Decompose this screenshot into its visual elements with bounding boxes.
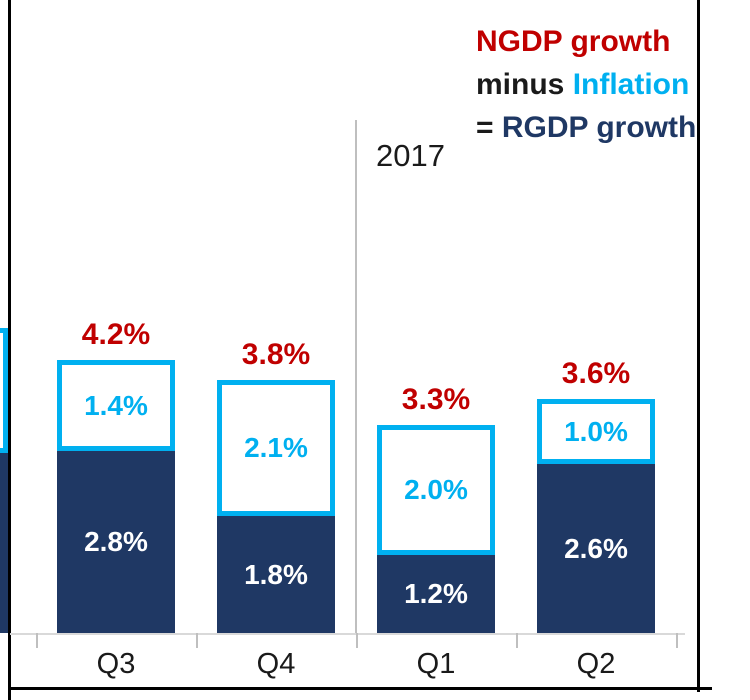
legend-equals-label: = [476,111,502,144]
inflation-value-label: 1.0% [564,415,628,447]
rgdp-value-label: 1.8% [244,558,308,590]
bar-q2: 3.6% 1.0% 2.6% [537,357,655,633]
rgdp-segment: 1.8% [217,516,335,633]
legend-ngdp-label: NGDP growth [476,25,671,58]
inflation-value-label: 1.4% [84,389,148,421]
rgdp-value-label: 1.2% [404,578,468,609]
inflation-segment: 2.0% [377,425,495,555]
x-axis-tick [676,633,678,648]
x-axis-label-q2: Q2 [576,648,616,680]
legend: NGDP growth minus Inflation = RGDP growt… [476,20,696,149]
ngdp-total-label: 3.8% [241,337,311,371]
x-axis-label-q3: Q3 [96,648,136,680]
legend-line-inflation: minus Inflation [476,63,696,106]
ngdp-total-label: 3.3% [401,383,471,416]
rgdp-segment: 2.6% [537,464,655,633]
inflation-segment: 2.1% [217,379,335,516]
x-axis-tick [196,633,198,648]
x-axis-tick [36,633,38,648]
year-divider-line [355,120,357,633]
x-axis-label-q4: Q4 [256,648,296,680]
ngdp-total-label: 3.6% [561,357,631,390]
chart-border-bottom [8,687,712,690]
chart-border-left [8,0,11,700]
rgdp-value-label: 2.6% [564,532,628,564]
rgdp-value-label: 2.8% [84,526,148,557]
inflation-segment [0,328,8,453]
rgdp-segment: 2.8% [57,451,175,633]
year-label: 2017 [376,138,445,173]
rgdp-segment: 1.2% [377,555,495,633]
legend-minus-label: minus [476,68,573,101]
ngdp-total-label: 4.2% [81,318,151,351]
inflation-value-label: 2.0% [404,474,468,505]
legend-line-rgdp: = RGDP growth [476,106,696,149]
bar-q3: 4.2% 1.4% 2.8% [57,318,175,633]
bar-q4: 3.8% 2.1% 1.8% [217,337,335,633]
legend-line-ngdp: NGDP growth [476,20,696,63]
inflation-value-label: 2.1% [244,431,308,463]
rgdp-segment [0,453,8,633]
x-axis-label-q1: Q1 [416,648,456,680]
bar-q1: 3.3% 2.0% 1.2% [377,383,495,633]
legend-inflation-label: Inflation [572,68,690,101]
x-axis-tick [356,633,358,648]
legend-rgdp-label: RGDP growth [501,111,697,144]
inflation-segment: 1.0% [537,399,655,464]
inflation-segment: 1.4% [57,360,175,451]
chart-border-right [697,0,700,692]
bar-partial-left [0,328,8,633]
x-axis-line [10,633,685,635]
x-axis-tick [516,633,518,648]
